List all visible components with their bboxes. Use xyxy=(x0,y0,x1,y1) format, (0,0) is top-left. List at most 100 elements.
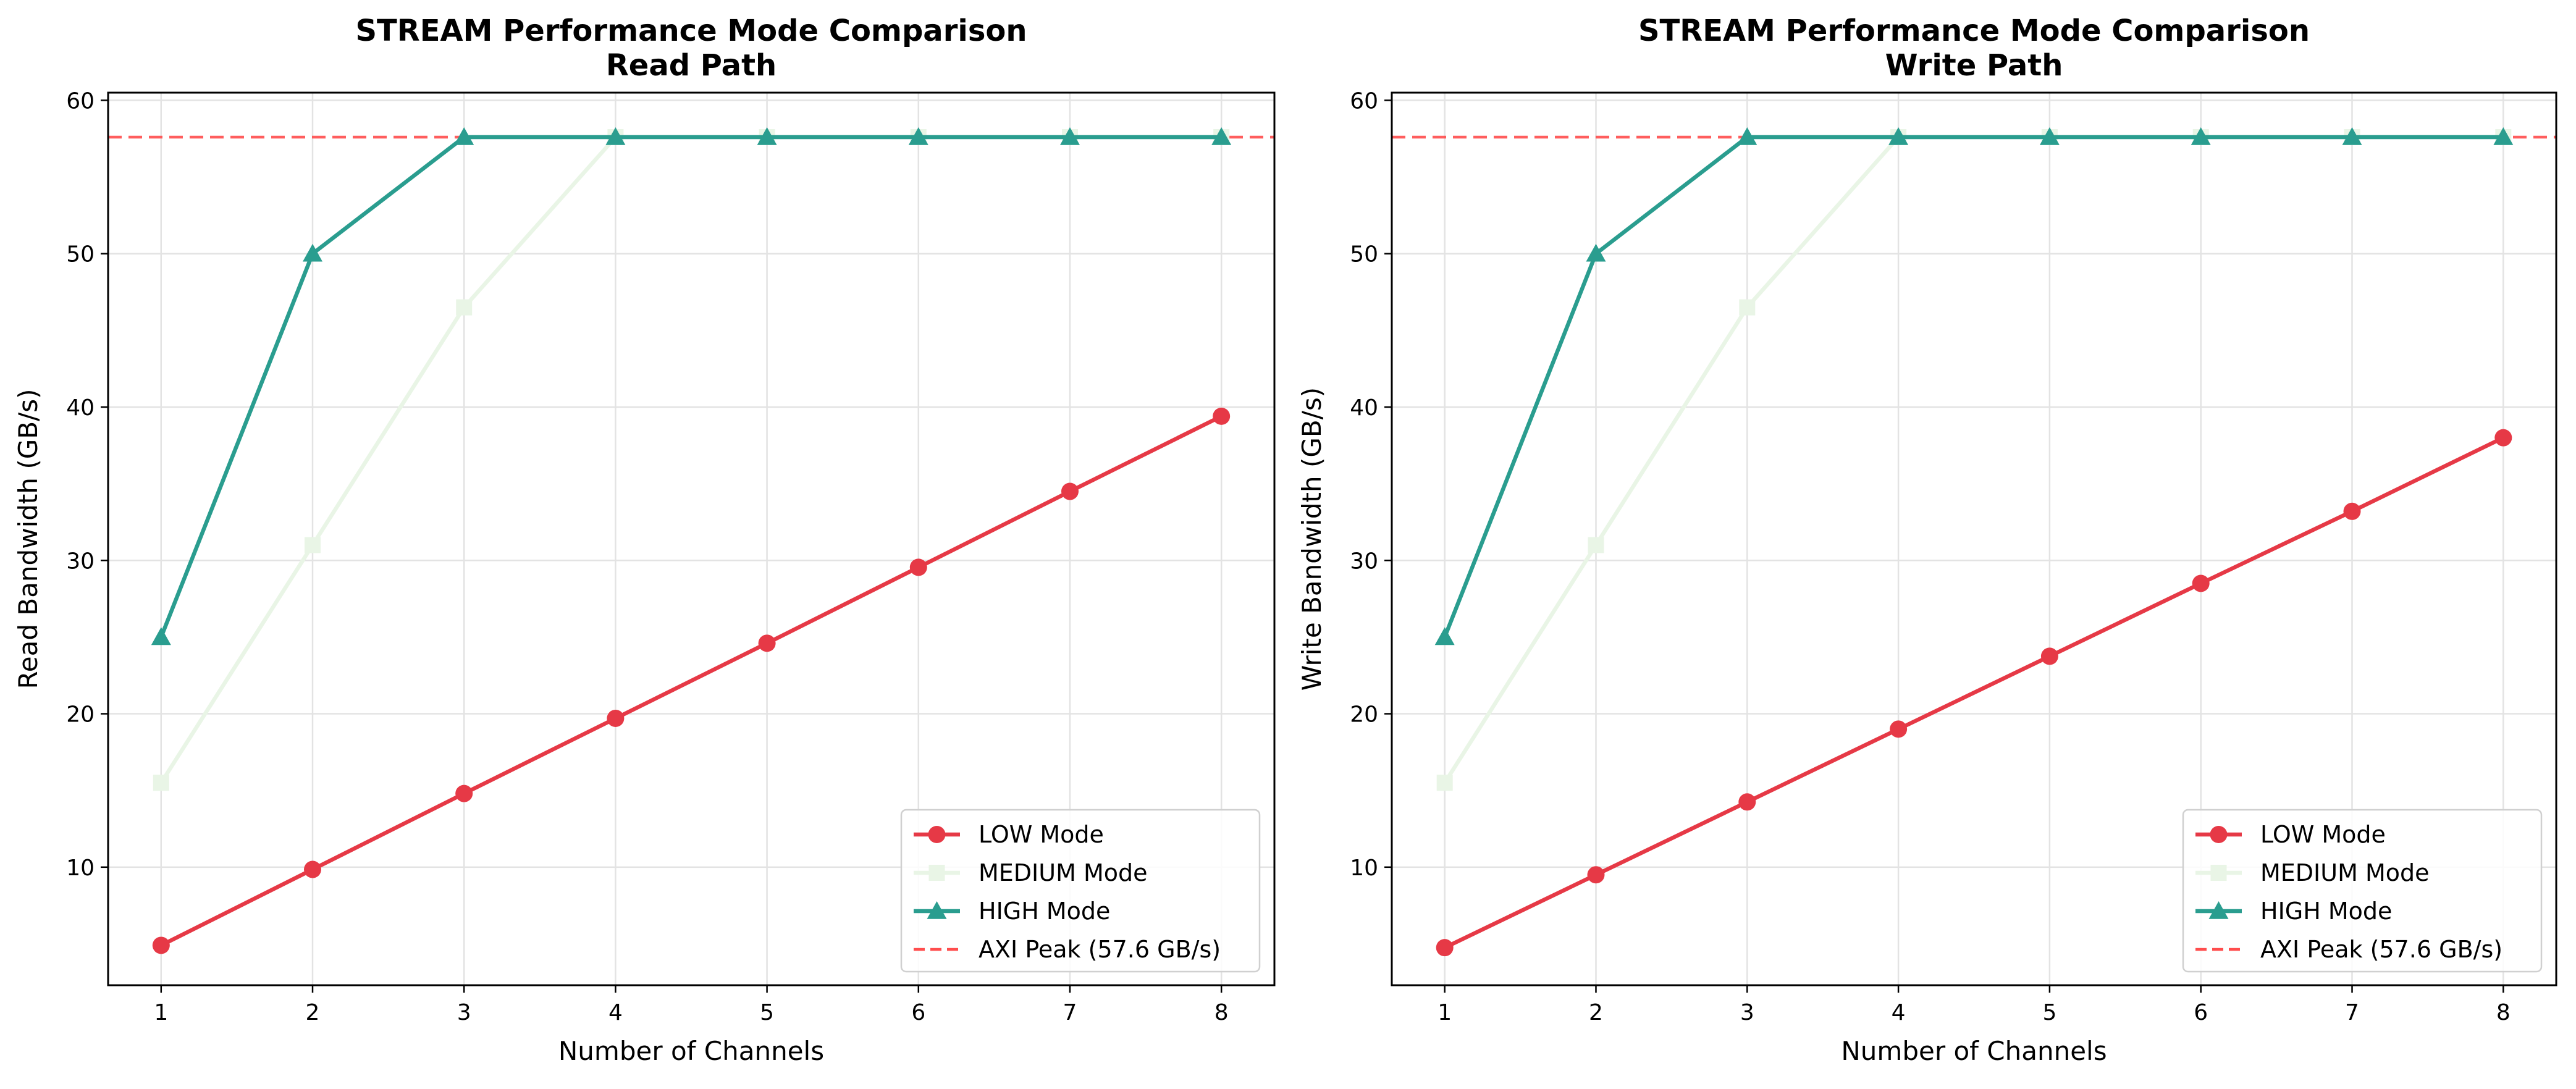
data-point-medium xyxy=(1436,775,1453,791)
legend-marker-high xyxy=(2208,901,2229,919)
x-tick-label: 6 xyxy=(911,1000,925,1025)
legend-marker-low xyxy=(928,826,946,843)
x-tick-label: 7 xyxy=(1063,1000,1077,1025)
data-point-low xyxy=(909,558,927,576)
legend-label: MEDIUM Mode xyxy=(2260,859,2429,886)
chart-subtitle: Read Path xyxy=(606,48,777,83)
legend-marker-medium xyxy=(928,865,945,881)
x-tick-label: 7 xyxy=(2345,1000,2359,1025)
x-tick-label: 4 xyxy=(608,1000,623,1025)
data-point-low xyxy=(1213,407,1231,425)
legend-label: AXI Peak (57.6 GB/s) xyxy=(979,936,1221,963)
legend-label: LOW Mode xyxy=(979,821,1104,848)
data-point-low xyxy=(1061,482,1079,500)
series-line-high xyxy=(1442,135,2504,638)
x-tick-label: 2 xyxy=(1589,1000,1603,1025)
y-tick-label: 40 xyxy=(1350,395,1378,421)
x-tick-label: 8 xyxy=(2496,1000,2511,1025)
series-line-high xyxy=(159,135,1222,638)
x-tick-label: 3 xyxy=(457,1000,471,1025)
data-point-high xyxy=(1059,127,1080,145)
y-tick-label: 50 xyxy=(66,242,95,267)
y-tick-label: 30 xyxy=(1350,549,1378,574)
data-point-high xyxy=(2039,127,2060,145)
legend: LOW Mode MEDIUM Mode HIGH Mode AXI Peak (57… xyxy=(2182,809,2543,973)
y-axis-label: Read Bandwidth (GB/s) xyxy=(13,389,43,689)
x-axis-label: Number of Channels xyxy=(1841,1036,2107,1066)
chart-title: STREAM Performance Mode Comparison xyxy=(1638,14,2310,48)
chart-title: STREAM Performance Mode Comparison xyxy=(355,14,1027,48)
y-tick-label: 20 xyxy=(1350,702,1378,728)
series-line-medium xyxy=(159,135,1222,784)
data-point-high xyxy=(1211,127,1232,145)
data-point-high xyxy=(1737,127,1757,145)
data-point-high xyxy=(303,243,323,262)
y-axis-label: Write Bandwidth (GB/s) xyxy=(1297,387,1327,691)
legend-marker-medium xyxy=(2210,865,2227,881)
data-point-medium xyxy=(456,299,473,316)
y-tick-label: 50 xyxy=(1350,242,1378,267)
x-tick-label: 1 xyxy=(1437,1000,1452,1025)
data-point-low xyxy=(607,709,625,727)
data-point-high xyxy=(2191,127,2211,145)
data-point-low xyxy=(455,784,473,802)
y-tick-label: 60 xyxy=(1350,88,1378,114)
data-point-low xyxy=(1436,939,1454,957)
x-tick-label: 1 xyxy=(154,1000,168,1025)
x-tick-label: 4 xyxy=(1892,1000,1906,1025)
y-tick-label: 10 xyxy=(66,856,95,881)
data-point-low xyxy=(2192,574,2210,592)
x-tick-label: 2 xyxy=(306,1000,320,1025)
series-line-low xyxy=(160,414,1223,948)
data-point-high xyxy=(151,627,171,645)
data-point-high xyxy=(757,127,777,145)
chart-write-path: STREAM Performance Mode ComparisonWrite … xyxy=(1297,14,2557,1066)
data-point-medium xyxy=(1588,537,1604,553)
y-tick-label: 10 xyxy=(1350,856,1378,881)
legend-label: AXI Peak (57.6 GB/s) xyxy=(2260,936,2502,963)
legend-label: MEDIUM Mode xyxy=(979,859,1147,886)
data-point-high xyxy=(908,127,928,145)
chart-subtitle: Write Path xyxy=(1885,48,2063,83)
series-line-low xyxy=(1444,435,2504,950)
x-axis-label: Number of Channels xyxy=(558,1036,824,1066)
plot-frame xyxy=(107,91,1276,986)
x-tick-label: 8 xyxy=(1214,1000,1229,1025)
data-point-high xyxy=(1434,627,1455,645)
data-point-low xyxy=(1587,866,1605,884)
series-line-medium xyxy=(1442,135,2504,784)
data-point-low xyxy=(152,936,170,954)
legend-marker-low xyxy=(2210,826,2228,843)
legend-label: HIGH Mode xyxy=(979,898,1110,925)
data-point-low xyxy=(758,634,776,652)
plot-frame xyxy=(1391,91,2557,986)
data-point-low xyxy=(1738,793,1756,811)
y-tick-label: 60 xyxy=(66,88,95,114)
data-point-high xyxy=(605,127,626,145)
data-point-medium xyxy=(153,775,169,791)
legend-box xyxy=(900,809,1261,973)
y-tick-label: 30 xyxy=(66,549,95,574)
data-point-low xyxy=(2040,647,2058,665)
data-point-high xyxy=(1888,127,1909,145)
x-tick-label: 5 xyxy=(760,1000,774,1025)
legend: LOW Mode MEDIUM Mode HIGH Mode AXI Peak (57… xyxy=(900,809,1261,973)
x-tick-label: 5 xyxy=(2042,1000,2056,1025)
x-tick-label: 6 xyxy=(2194,1000,2208,1025)
data-point-high xyxy=(454,127,474,145)
data-point-high xyxy=(2342,127,2362,145)
y-tick-label: 40 xyxy=(66,395,95,421)
legend-marker-high xyxy=(927,901,947,919)
data-point-medium xyxy=(305,537,321,553)
legend-label: LOW Mode xyxy=(2260,821,2386,848)
data-point-low xyxy=(304,860,322,878)
data-point-low xyxy=(2494,429,2512,447)
data-point-high xyxy=(2493,127,2514,145)
data-point-medium xyxy=(1739,299,1756,316)
data-point-low xyxy=(2343,502,2361,520)
data-point-low xyxy=(1890,720,1908,738)
x-tick-label: 3 xyxy=(1740,1000,1754,1025)
